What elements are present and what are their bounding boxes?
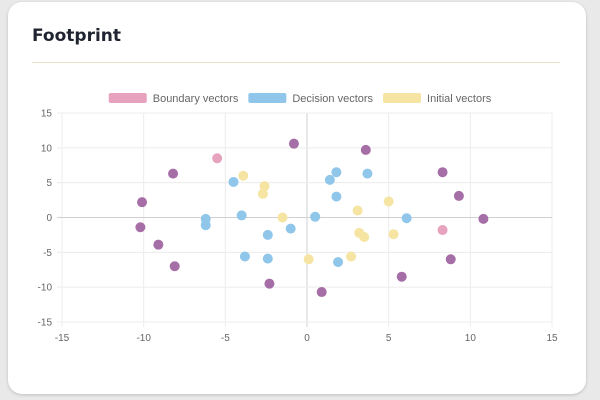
scatter-point <box>478 213 489 224</box>
scatter-point <box>445 254 456 265</box>
x-tick-label: -5 <box>221 333 230 344</box>
scatter-point <box>401 213 412 224</box>
legend-swatch <box>108 93 147 103</box>
scatter-point <box>437 167 448 178</box>
scatter-point <box>257 188 268 199</box>
scatter-point <box>396 271 407 282</box>
scatter-point <box>324 174 335 185</box>
scatter-point <box>153 239 164 250</box>
x-tick-label: -10 <box>136 333 151 344</box>
x-tick-label: 10 <box>465 333 477 344</box>
y-tick-label: 5 <box>46 178 52 189</box>
y-tick-label: -15 <box>38 318 53 329</box>
scatter-point <box>346 251 357 262</box>
y-tick-label: 0 <box>46 213 52 224</box>
x-tick-label: 0 <box>304 333 310 344</box>
scatter-point <box>359 232 370 243</box>
x-tick-label: 5 <box>386 333 392 344</box>
y-tick-label: -5 <box>43 248 52 259</box>
scatter-point <box>316 287 327 298</box>
y-tick-label: 15 <box>41 109 53 120</box>
scatter-point <box>331 167 342 178</box>
scatter-point <box>236 210 247 221</box>
scatter-point <box>360 144 371 155</box>
scatter-point <box>362 168 373 179</box>
legend-label: Decision vectors <box>292 93 373 105</box>
title-divider <box>32 62 560 63</box>
y-tick-label: -10 <box>38 283 53 294</box>
scatter-point <box>200 220 211 231</box>
scatter-point <box>331 191 342 202</box>
scatter-point <box>285 223 296 234</box>
legend-swatch <box>383 93 422 103</box>
scatter-point <box>388 229 399 240</box>
legend-label: Initial vectors <box>427 93 492 105</box>
scatter-point <box>239 251 250 262</box>
y-tick-label: 10 <box>41 143 53 154</box>
scatter-point <box>262 253 273 264</box>
scatter-point <box>259 181 270 192</box>
scatter-point <box>437 225 448 236</box>
x-tick-label: -15 <box>55 333 70 344</box>
scatter-point <box>277 212 288 223</box>
chart-card: Footprint <box>8 2 586 394</box>
scatter-point <box>383 196 394 207</box>
legend-swatch <box>248 93 287 103</box>
scatter-point <box>352 205 363 216</box>
scatter-point <box>310 211 321 222</box>
legend-label: Boundary vectors <box>153 93 239 105</box>
x-tick-label: 15 <box>546 333 558 344</box>
scatter-point <box>264 278 275 289</box>
card-title: Footprint <box>32 26 122 46</box>
scatter-point <box>169 261 180 272</box>
scatter-point <box>212 153 223 164</box>
scatter-point <box>228 176 239 187</box>
scatter-point <box>135 222 146 233</box>
scatter-point <box>168 168 179 179</box>
scatter-point <box>303 254 314 265</box>
scatter-point <box>137 197 148 208</box>
scatter-point <box>333 257 344 268</box>
scatter-point <box>238 170 249 181</box>
scatter-point <box>262 229 273 240</box>
scatter-point <box>288 138 299 149</box>
scatter-point <box>453 190 464 201</box>
